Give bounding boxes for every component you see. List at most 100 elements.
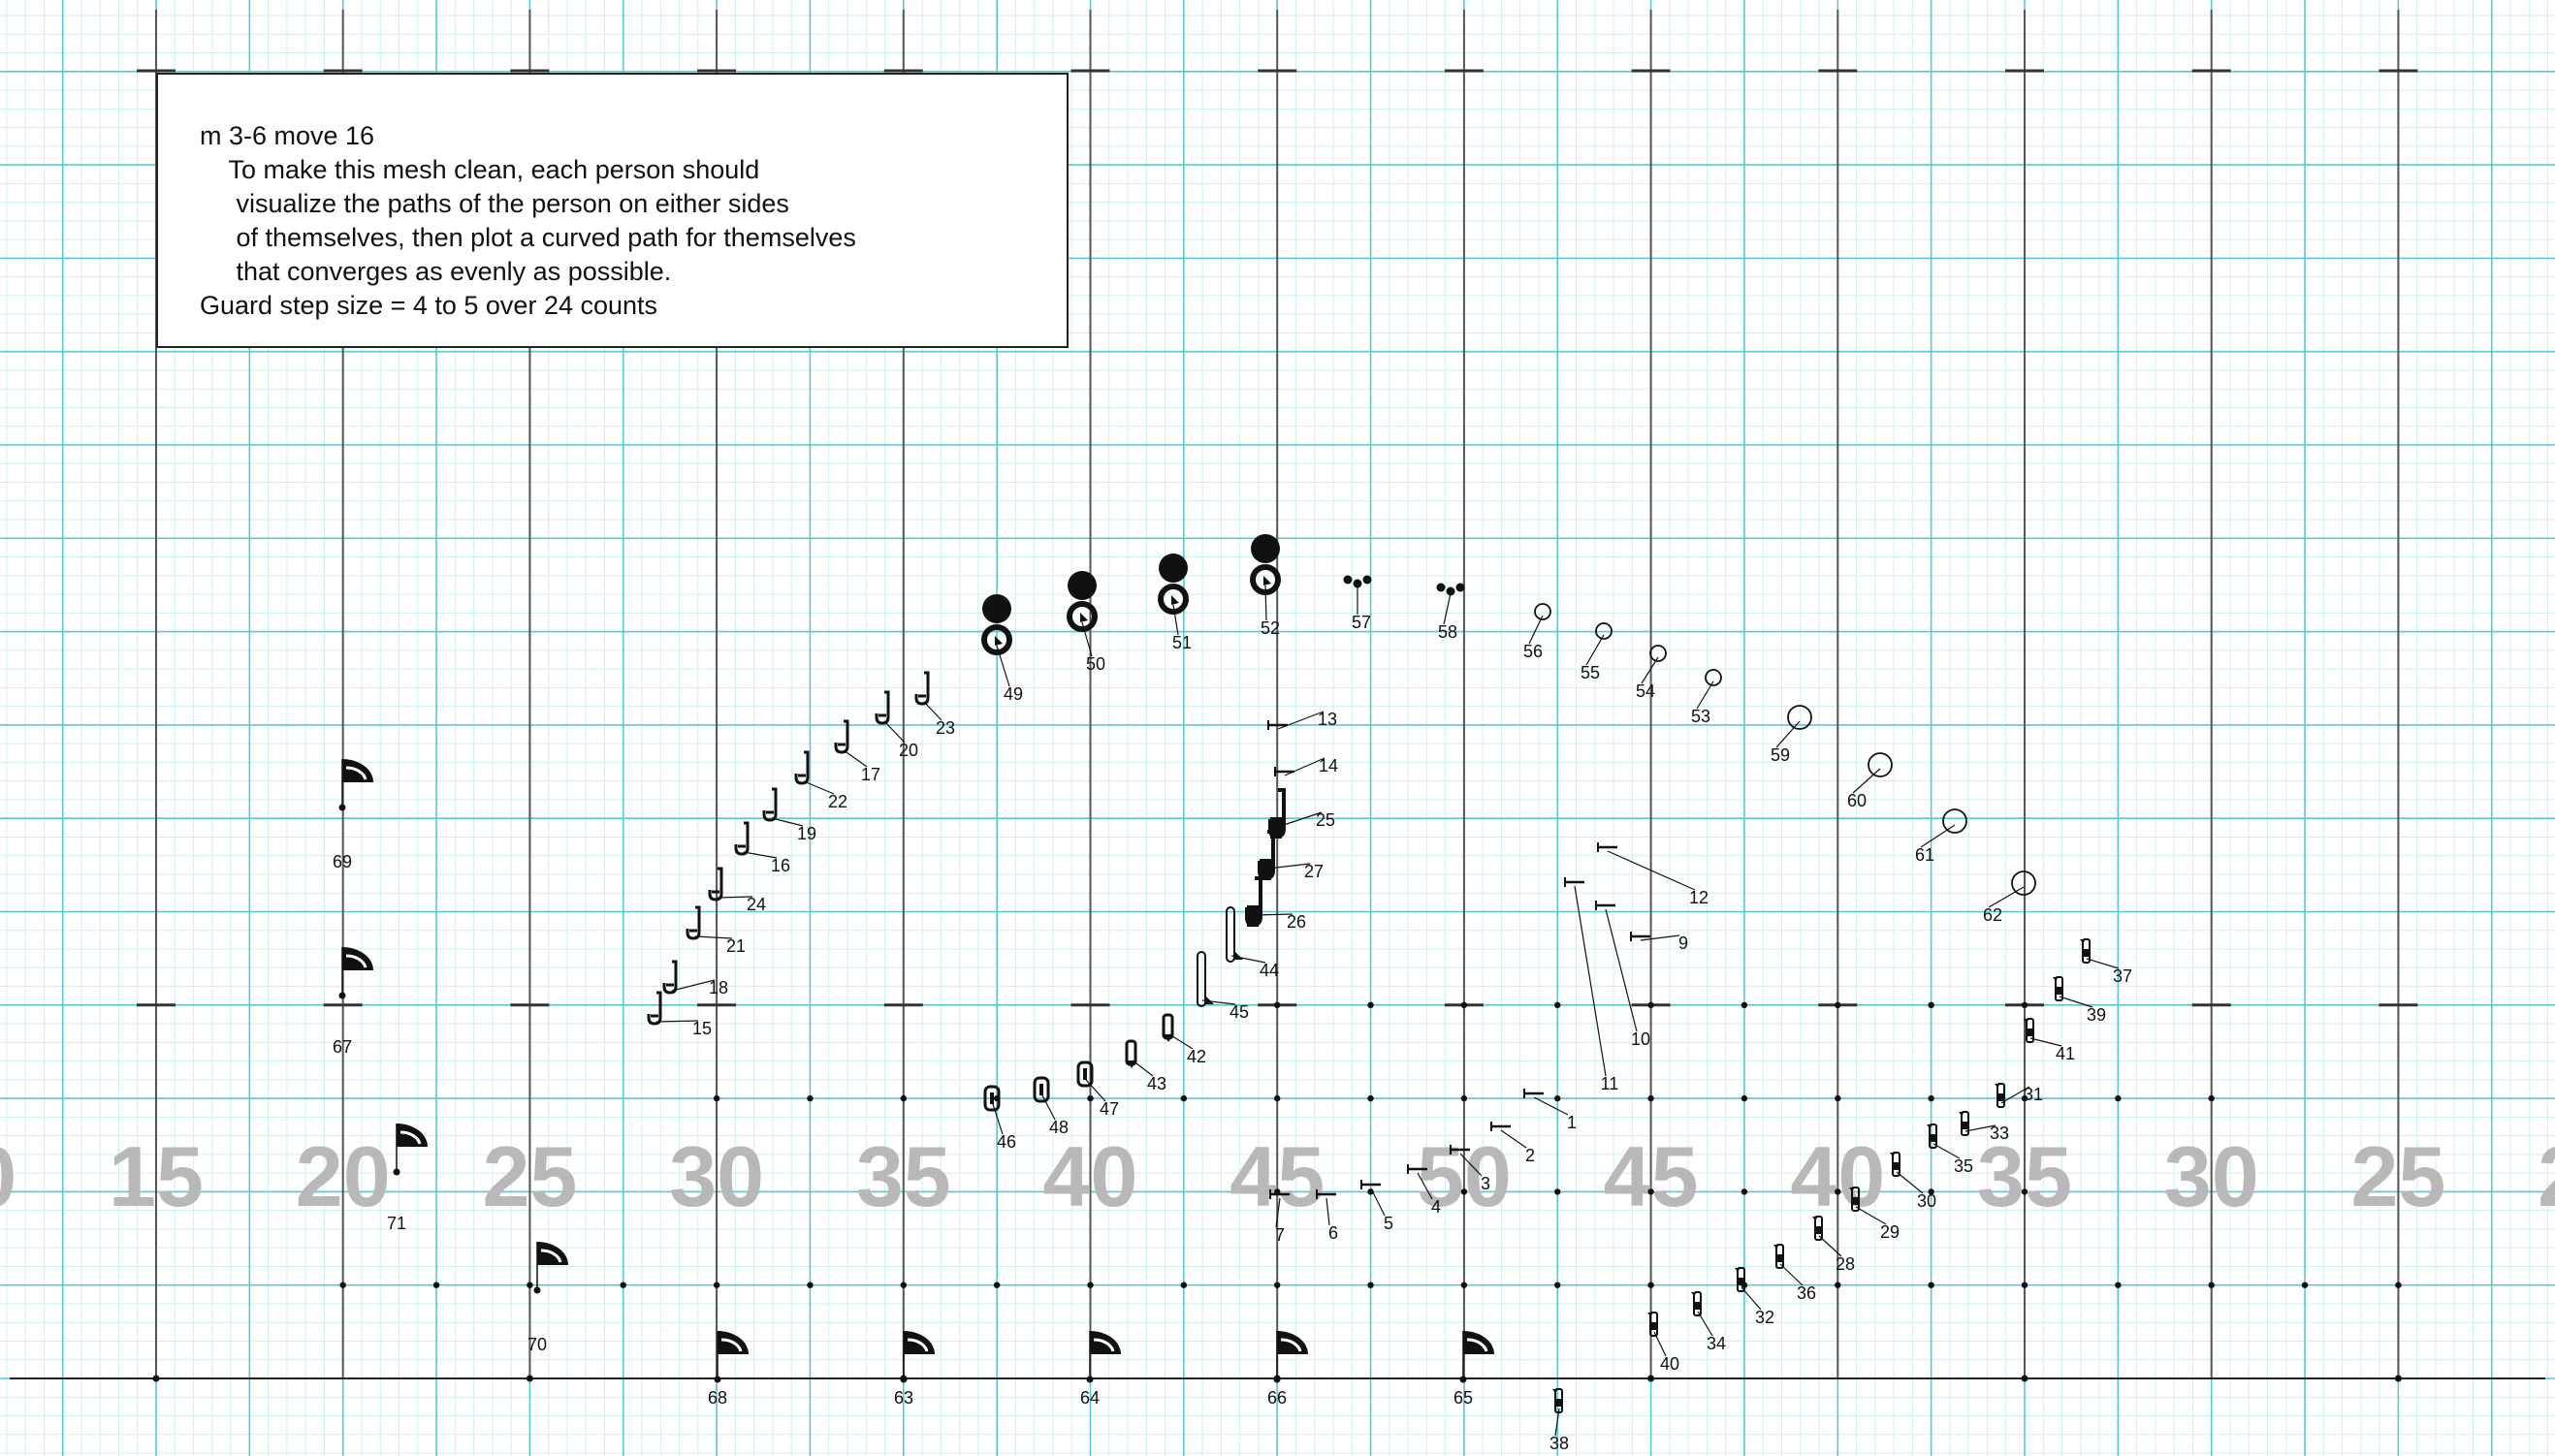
performer-leader: [843, 749, 868, 768]
performer-leader: [1325, 1197, 1330, 1226]
performer-flag-icon: [393, 1124, 428, 1176]
performer-label: 41: [2056, 1044, 2075, 1063]
performer-label: 1: [1567, 1113, 1577, 1132]
performer-trumpet-icon: [2024, 1018, 2034, 1043]
performer-label: 58: [1438, 622, 1457, 642]
yard-number: 45: [1604, 1128, 1699, 1224]
performer-leader: [1932, 1143, 1961, 1159]
performer-leader: [1852, 768, 1881, 794]
performer-leader: [2086, 958, 2120, 969]
performer-label: 2: [1525, 1146, 1535, 1165]
performer-leader: [1896, 1171, 1924, 1194]
performer-leader: [717, 896, 753, 899]
performer-flag-icon: [900, 1331, 935, 1383]
performer-leader: [743, 851, 778, 859]
performer-label: 14: [1319, 756, 1338, 775]
yard-number: 30: [669, 1128, 764, 1224]
performer-leader: [1459, 1153, 1483, 1177]
performer-tuba-icon: [1250, 534, 1281, 595]
performer-label: 11: [1601, 1074, 1619, 1093]
performer-label: 65: [1453, 1388, 1473, 1408]
performer-leader: [1964, 1124, 1996, 1132]
performer-label: 62: [1983, 905, 2002, 925]
performer-saxophone-icon: [794, 750, 810, 785]
performer-mellophone-icon: [1523, 1089, 1544, 1098]
performer-label: 38: [1549, 1434, 1569, 1453]
performer-label: 28: [1836, 1254, 1855, 1274]
performer-label: 22: [828, 792, 847, 811]
performer-label: 18: [709, 978, 728, 997]
performer-leader: [1818, 1235, 1842, 1257]
performer-label: 9: [1678, 934, 1688, 953]
performer-leader: [1201, 999, 1236, 1005]
performer-leader: [2029, 1037, 2062, 1047]
performer-label: 30: [1917, 1191, 1936, 1211]
performer-baritone-icon: [1162, 1013, 1174, 1042]
performer-cymbal-icon: [1534, 603, 1551, 620]
performer-label: 51: [1172, 633, 1192, 652]
performer-leader: [1741, 1286, 1762, 1311]
performer-leader: [1041, 1094, 1056, 1121]
performer-trumpet-icon: [2053, 976, 2063, 1001]
performer-cymbal-icon: [1595, 622, 1613, 640]
performer-label: 34: [1707, 1334, 1726, 1353]
reference-dots: [152, 1001, 2402, 1382]
performer-label: 49: [1004, 684, 1023, 704]
note-title: m 3-6 move 16: [200, 121, 375, 150]
yard-number: 20: [2538, 1128, 2555, 1224]
performer-euphonium-icon: [1033, 1076, 1050, 1103]
performer-label: 54: [1636, 681, 1655, 701]
performers: 1234567910111213141516171819202122232425…: [333, 534, 2132, 1453]
performer-label: 24: [747, 895, 766, 914]
performer-trumpet-icon: [1927, 1124, 1937, 1149]
performer-label: 37: [2113, 966, 2132, 986]
performer-label: 59: [1771, 745, 1790, 765]
performer-euphonium-icon: [1076, 1060, 1094, 1088]
performer-leader: [1254, 913, 1293, 916]
performer-leader: [771, 817, 804, 827]
performer-label: 32: [1755, 1308, 1774, 1327]
performer-leader: [1533, 1096, 1569, 1116]
performer-label: 69: [333, 852, 352, 871]
performer-label: 33: [1990, 1124, 2009, 1143]
performer-leader: [1697, 1311, 1713, 1337]
performer-label: 61: [1915, 845, 1934, 865]
performer-label: 43: [1147, 1074, 1166, 1093]
performer-trumpet-icon: [1773, 1244, 1784, 1269]
performer-label: 16: [771, 856, 790, 875]
performer-leader: [1607, 850, 1696, 891]
performer-leader: [1585, 634, 1605, 666]
performer-label: 6: [1328, 1223, 1338, 1243]
performer-mellophone-icon: [1316, 1189, 1336, 1199]
performer-label: 15: [692, 1019, 712, 1038]
yard-number: 25: [482, 1128, 577, 1224]
performer-leader: [1775, 720, 1801, 748]
performer-mellophone-icon: [1407, 1164, 1427, 1174]
performer-saxophone-icon: [686, 905, 701, 940]
performer-trombone-icon: [1226, 906, 1243, 963]
performer-label: 3: [1481, 1174, 1490, 1193]
performer-label: 48: [1049, 1118, 1069, 1137]
performer-trumpet-icon: [1849, 1187, 1860, 1212]
performer-saxophone-icon: [875, 690, 890, 725]
performer-leader: [1172, 604, 1179, 636]
performer-trumpet-icon: [1647, 1312, 1658, 1337]
performer-label: 7: [1275, 1225, 1285, 1245]
performer-label: 5: [1384, 1214, 1393, 1233]
performer-baritone-sax-icon: [1258, 830, 1275, 881]
performer-leader: [1920, 824, 1956, 848]
performer-label: 56: [1523, 642, 1543, 661]
performer-leader: [1085, 1079, 1106, 1102]
performer-label: 44: [1260, 961, 1279, 980]
performer-trumpet-icon: [1812, 1216, 1823, 1241]
performer-bass-drum-icon: [2011, 870, 2036, 896]
performer-tenor-drums-icon: [1436, 583, 1465, 596]
performer-flag-icon: [714, 1331, 749, 1383]
performer-mellophone-icon: [1490, 1122, 1511, 1131]
yard-number: 40: [1790, 1128, 1885, 1224]
performer-leader: [992, 1103, 1004, 1135]
performer-saxophone-icon: [708, 867, 723, 902]
performer-mellophone-icon: [1269, 1189, 1290, 1199]
performer-baritone-sax-icon: [1245, 876, 1262, 928]
performer-leader: [1264, 585, 1267, 621]
